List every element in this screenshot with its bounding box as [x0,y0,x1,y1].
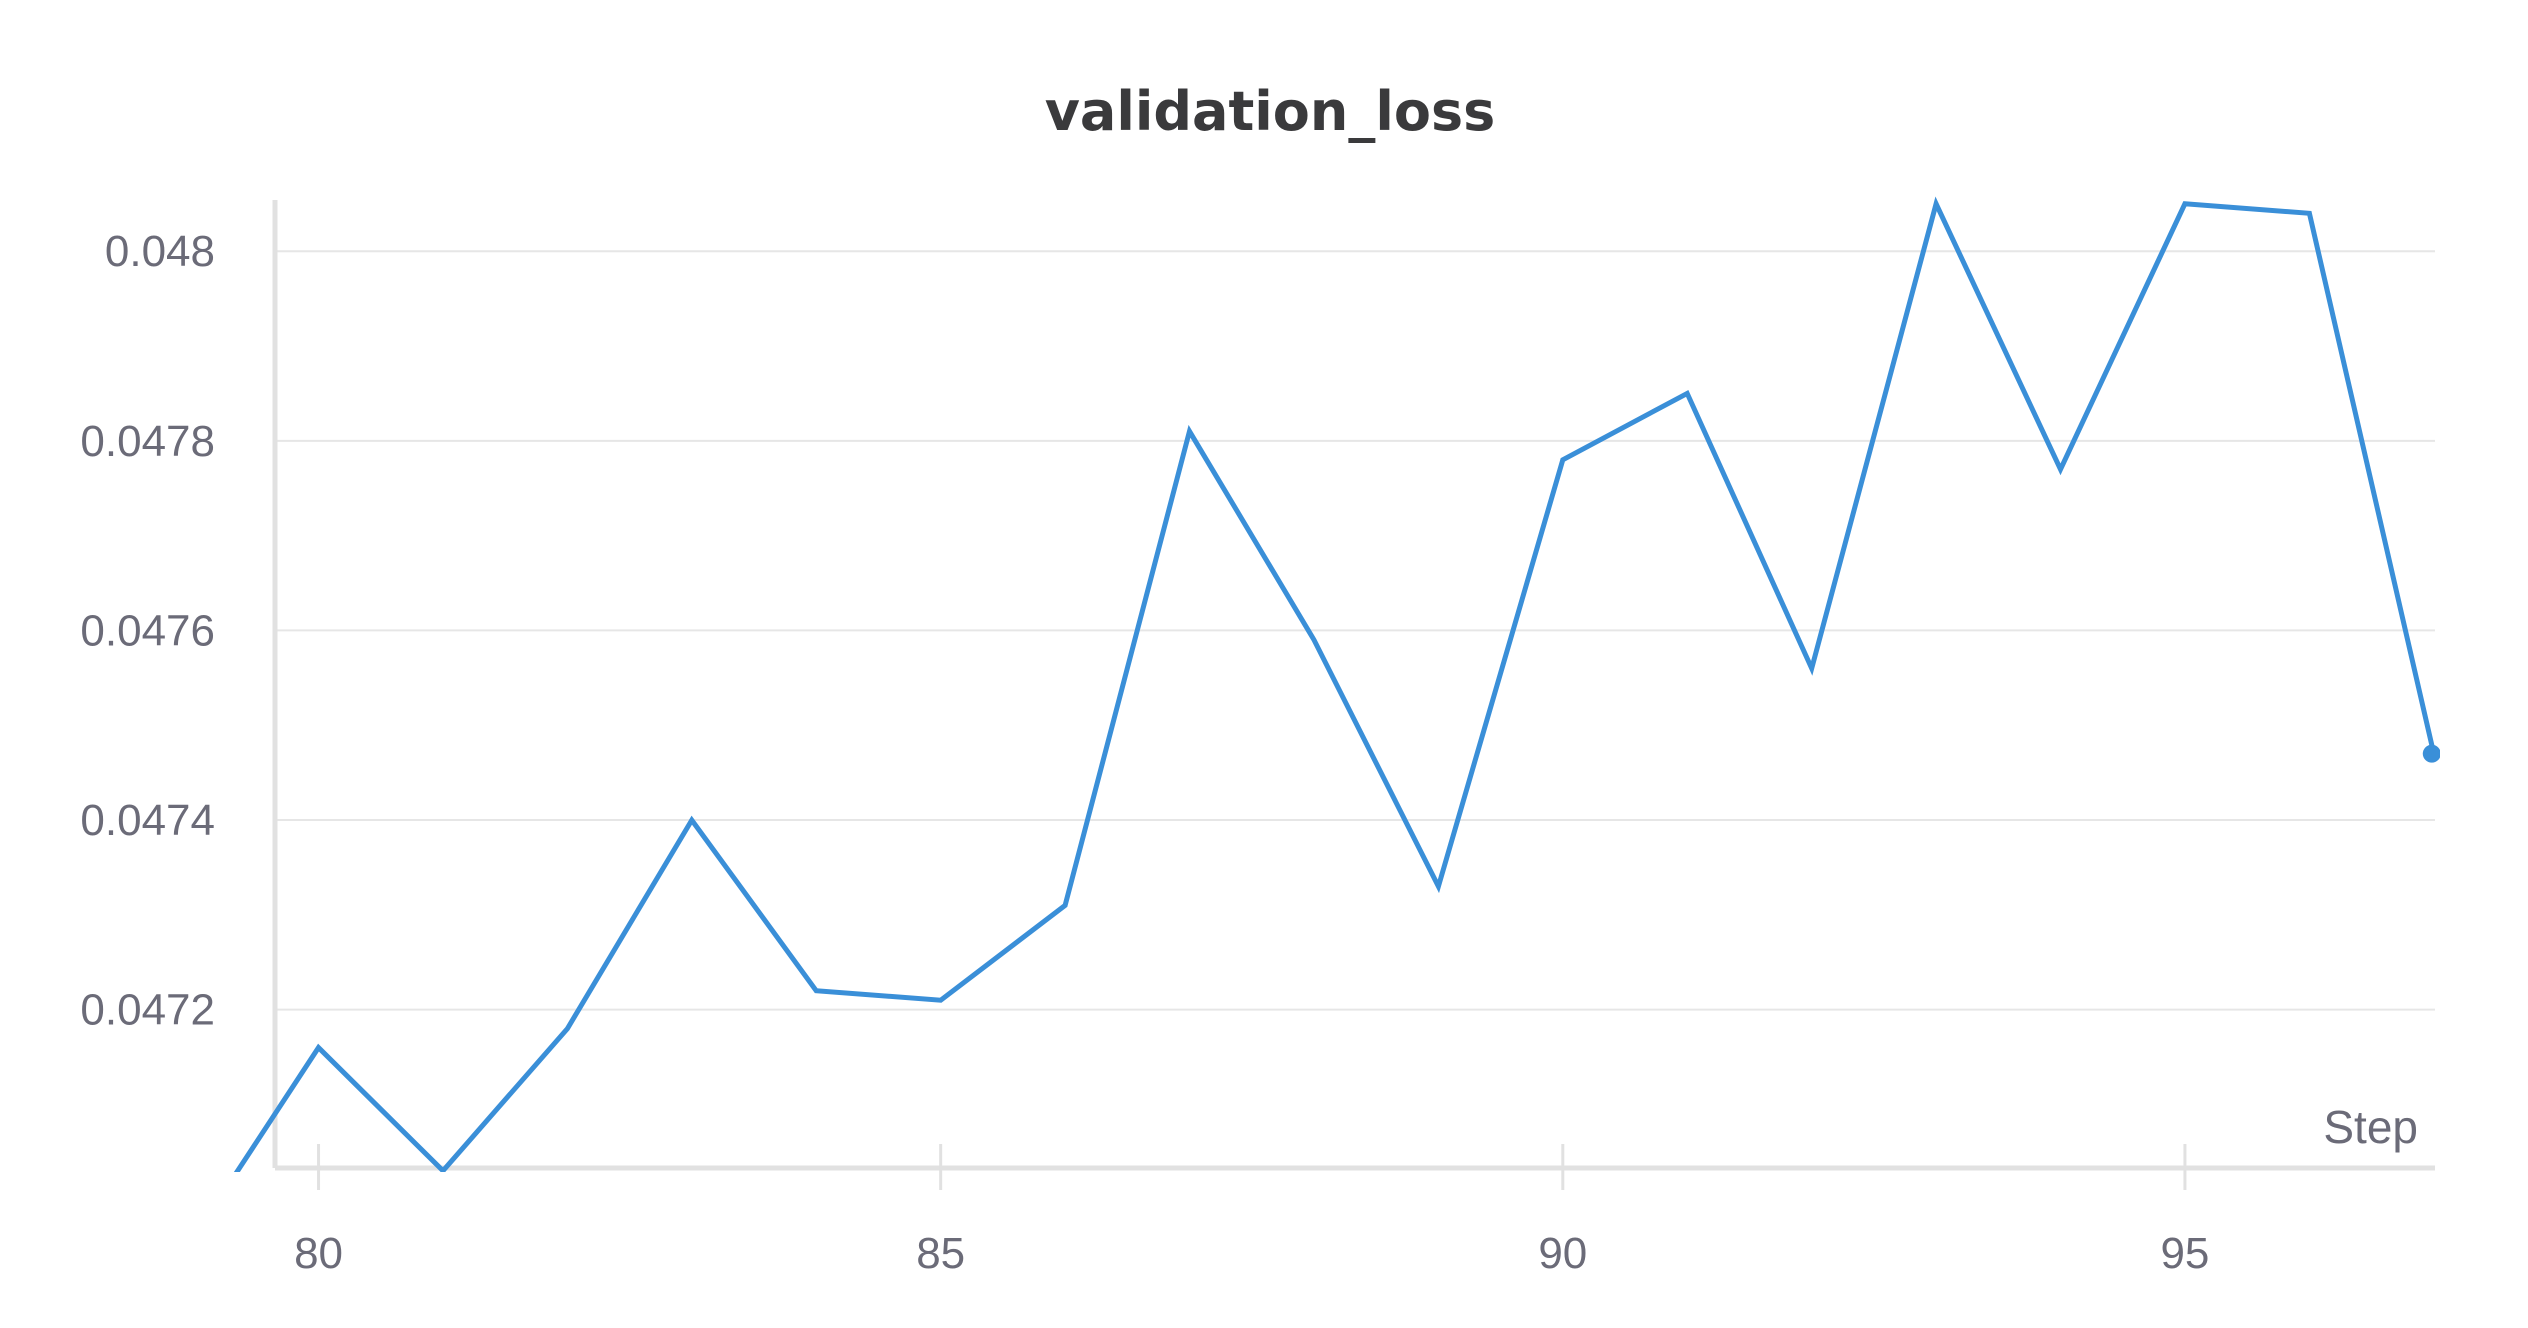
y-tick-label: 0.0476 [80,606,215,655]
x-tick-label: 90 [1538,1229,1587,1278]
y-tick-label: 0.048 [105,227,215,276]
series-line [233,196,2437,1172]
y-axis-ticks: 0.048 0.0478 0.0476 0.0474 0.0472 [80,227,215,1034]
y-tick-label: 0.0474 [80,796,215,845]
y-tick-label: 0.0472 [80,986,215,1035]
y-tick-label: 0.0478 [80,417,215,466]
x-tick-label: 95 [2160,1229,2209,1278]
x-axis-label: Step [2323,1101,2418,1153]
chart-title: validation_loss [1045,80,1496,143]
series-end-point [2422,744,2440,763]
x-tick-label: 85 [916,1229,965,1278]
x-axis-ticks: 80 85 90 95 [294,1144,2209,1278]
x-tick-label: 80 [294,1229,343,1278]
series-group [233,196,2440,1172]
